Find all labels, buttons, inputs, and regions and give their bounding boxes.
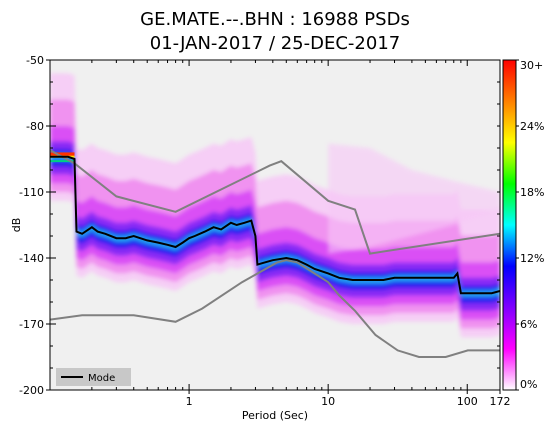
- y-axis-ticks: -50 -80 -110 -140 -170 -200: [19, 54, 500, 397]
- noise-model-high-line: [50, 149, 500, 255]
- plot-frame: [49, 59, 501, 391]
- x-axis-ticks: 1 10 100 172: [49, 60, 511, 408]
- colorbar-tick-label: 12%: [520, 252, 544, 265]
- y-tick-label: -170: [19, 318, 44, 331]
- y-axis-label: dB: [10, 218, 23, 233]
- y-tick-label: -80: [26, 120, 44, 133]
- y-tick-label: -110: [19, 186, 44, 199]
- y-tick-label: -50: [26, 54, 44, 67]
- legend-box: [56, 368, 131, 386]
- density-peak-green: [50, 160, 75, 163]
- x-axis-label: Period (Sec): [242, 409, 308, 422]
- legend-mode-label: Mode: [88, 373, 115, 384]
- density-band-violet: [50, 141, 500, 311]
- colorbar-tick-label: 30+: [520, 59, 543, 72]
- colorbar-tick-label: 18%: [520, 186, 544, 199]
- x-tick-label: 100: [457, 395, 478, 408]
- density-peak-red: [50, 152, 75, 158]
- x-tick-label: 10: [321, 395, 335, 408]
- mode-line: [50, 155, 500, 295]
- x-tick-label: 172: [490, 395, 511, 408]
- x-tick-label: 1: [186, 395, 193, 408]
- colorbar-tick-label: 0%: [520, 378, 537, 391]
- density-haze-long-period: [328, 143, 500, 254]
- colorbar-tick-label: 6%: [520, 318, 537, 331]
- y-tick-label: -140: [19, 252, 44, 265]
- colorbar: [502, 59, 517, 391]
- legend: Mode: [56, 368, 131, 386]
- colorbar-tick-label: 24%: [520, 120, 544, 133]
- colorbar-ticks: 0% 6% 12% 18% 24% 30+: [516, 59, 544, 391]
- y-tick-label: -200: [19, 384, 44, 397]
- curves-layer: [50, 149, 500, 358]
- chart-title-line1: GE.MATE.--.BHN : 16988 PSDs: [140, 9, 410, 30]
- chart-title-line2: 01-JAN-2017 / 25-DEC-2017: [150, 33, 401, 54]
- probability-density-layer: [50, 73, 500, 338]
- noise-model-low-line: [50, 259, 500, 358]
